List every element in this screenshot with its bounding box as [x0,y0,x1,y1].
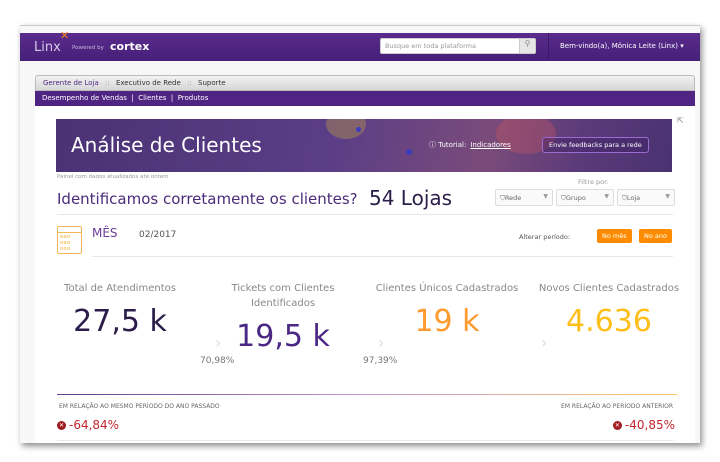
chevron-down-icon: ▼ [543,193,548,200]
kpi-value: 19,5 k [236,319,330,354]
tutorial: ⓘ Tutorial: Indicadores [429,140,511,150]
search-placeholder: Busque em toda plataforma [385,42,476,50]
kpi-label: Total de Atendimentos [64,283,176,294]
filter-icon: ⛉ [561,194,566,202]
change-period-label: Alterar período: [519,233,571,241]
chevron-down-icon: ▼ [604,193,609,200]
filter-icon: ⛉ [622,194,627,202]
filter-label-text: Rede [504,194,522,202]
divider [57,440,673,441]
linx-logo-mark-icon: ✕ [60,29,70,42]
chevron-right-icon: › [215,333,222,352]
tab-suporte[interactable]: Suporte [198,79,226,87]
chevron-right-icon: › [378,333,385,352]
page-title: Análise de Clientes [71,133,262,157]
user-name: Bem-vindo(a), Mônica Leite (Linx) [560,42,678,50]
no-ano-button[interactable]: No ano [639,229,672,243]
filter-rede[interactable]: ⛉Rede ▼ [495,189,553,206]
chevron-down-icon: ▾ [680,42,684,50]
filter-label-text: Grupo [565,194,586,202]
user-menu[interactable]: Bem-vindo(a), Mônica Leite (Linx) ▾ [560,42,684,50]
updated-note: Painel com dados atualizados até ontem [57,174,169,180]
tab-executivo-de-rede[interactable]: Executivo de Rede [115,79,181,87]
year-comparison-value: -64,84% [69,418,120,432]
conversion-rate: 70,98% [200,356,235,366]
filter-loja[interactable]: ⛉Loja ▼ [617,189,675,206]
filter-label-text: Loja [626,194,641,202]
kpi-value: 19 k [414,304,480,339]
search-input[interactable]: Busque em toda plataforma ⚲ [380,38,536,54]
kpi-label: Clientes Únicos Cadastrados [375,283,519,294]
cortex-logo: cortex [110,40,150,53]
powered-by-label: Powered by [72,45,104,51]
tutorial-label: Tutorial: [438,141,467,149]
period-value: 02/2017 [139,230,177,240]
chevron-right-icon: › [541,333,548,352]
dashboard-panel: Análise de Clientes ⓘ Tutorial: Indicador… [35,106,695,443]
divider [548,33,549,61]
nav-desempenho-de-vendas[interactable]: Desempenho de Vendas [42,94,127,102]
role-tabs: Gerente de Loja :: Executivo de Rede :: … [35,75,695,91]
share-icon[interactable]: ⇱ [677,116,684,125]
tab-separator: :: [104,79,110,87]
no-mes-button[interactable]: No mês [597,229,632,243]
conversion-rate: 97,39% [363,356,398,366]
kpi-novos-clientes: Novos Clientes Cadastrados 4.636 [534,281,684,339]
gradient-divider [57,394,677,395]
error-icon: ✕ [612,421,622,430]
nav-clientes[interactable]: Clientes [138,94,167,102]
store-count: 54 Lojas [369,186,453,210]
kpi-label: Novos Clientes Cadastrados [538,283,680,294]
tutorial-link[interactable]: Indicadores [470,141,511,149]
divider [57,214,673,215]
period-type: MÊS [92,226,118,240]
feedback-button[interactable]: Envie feedbacks para a rede [542,137,649,153]
filter-label: Filtre por: [578,178,609,186]
filter-icon: ⛉ [500,194,505,202]
search-icon[interactable]: ⚲ [519,39,535,53]
error-icon: ✕ [57,421,66,430]
calendar-icon: ooo ooo ooo [57,226,82,254]
previous-comparison-value: -40,85% [624,418,675,432]
kpi-clientes-unicos: Clientes Únicos Cadastrados 19 k [372,281,522,339]
tab-gerente-de-loja[interactable]: Gerente de Loja [43,79,99,87]
sub-navigation: Desempenho de Vendas | Clientes | Produt… [35,91,695,106]
divider [92,256,673,257]
question-heading: Identificamos corretamente os clientes? [57,190,358,208]
year-comparison-label: EM RELAÇÃO AO MESMO PERÍODO DO ANO PASSA… [59,403,220,410]
chevron-down-icon: ▼ [665,193,670,200]
kpi-value: 27,5 k [73,304,167,339]
filter-grupo[interactable]: ⛉Grupo ▼ [556,189,614,206]
kpi-tickets-identificados: Tickets com Clientes Identificados 19,5 k [208,281,358,354]
kpi-total-atendimentos: Total de Atendimentos 27,5 k [45,281,195,339]
kpi-value: 4.636 [566,304,652,339]
previous-comparison: ✕ -40,85% [612,418,675,432]
top-bar: Linx ✕ Powered by cortex Busque em toda … [20,29,700,61]
year-comparison: ✕ -64,84% [57,418,119,432]
page-banner: Análise de Clientes ⓘ Tutorial: Indicador… [56,119,672,172]
app-window: Linx ✕ Powered by cortex Busque em toda … [20,25,700,443]
tab-separator: :: [187,79,192,87]
info-icon: ⓘ [429,141,436,149]
nav-produtos[interactable]: Produtos [177,94,209,102]
linx-logo[interactable]: Linx [34,40,61,55]
previous-comparison-label: EM RELAÇÃO AO PERÍODO ANTERIOR [561,403,673,410]
kpi-label: Tickets com Clientes Identificados [231,283,335,309]
